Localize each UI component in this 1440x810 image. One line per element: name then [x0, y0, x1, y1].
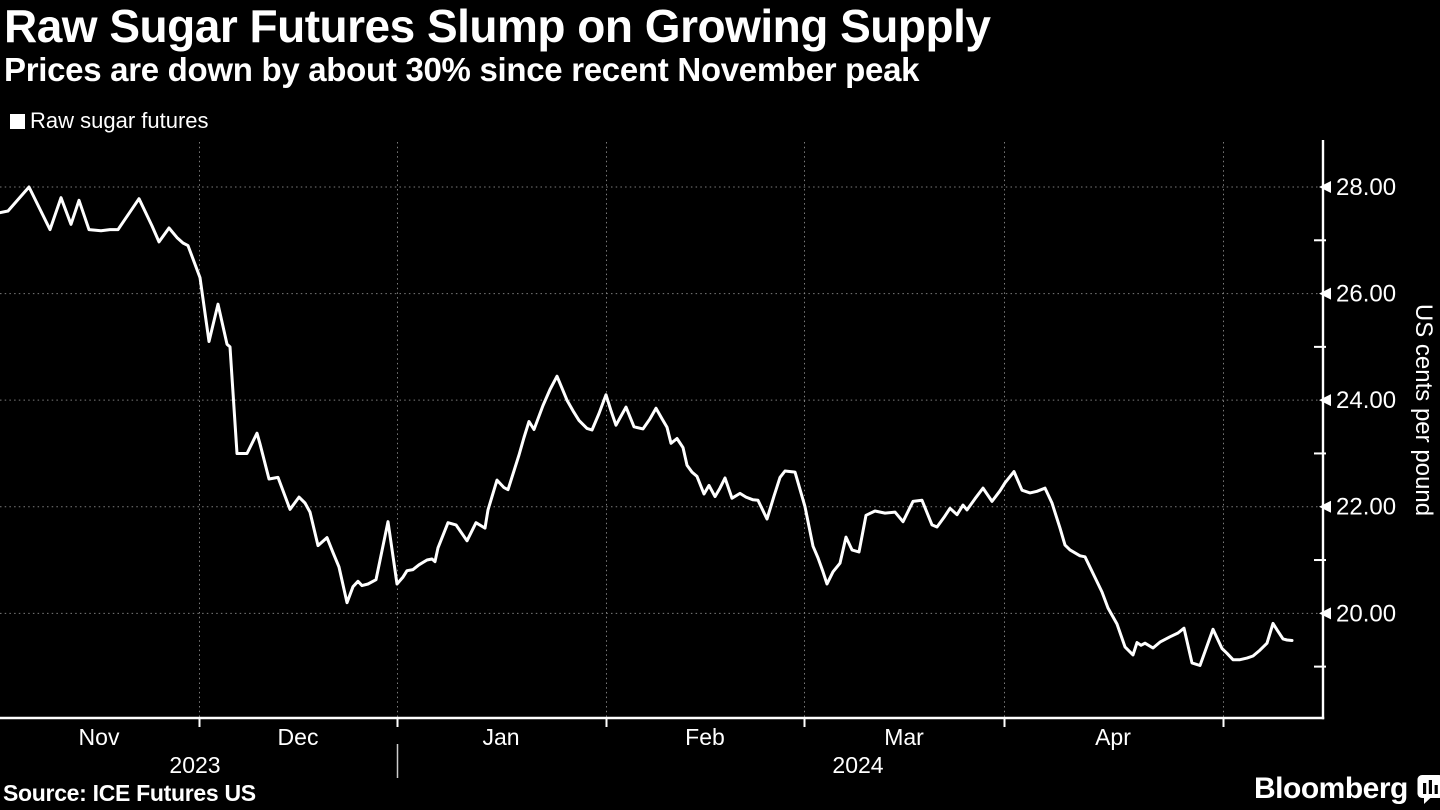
- bloomberg-logo: Bloomberg: [1254, 772, 1440, 806]
- bloomberg-bar-chart-icon: [1417, 775, 1440, 804]
- y-tick-label: 28.00: [1336, 174, 1396, 201]
- chart-subtitle: Prices are down by about 30% since recen…: [4, 51, 920, 88]
- year-label: 2024: [832, 752, 883, 778]
- legend: Raw sugar futures: [10, 110, 209, 132]
- month-label: Mar: [884, 724, 924, 750]
- y-tick-label: 24.00: [1336, 387, 1396, 414]
- y-tick-arrow-icon: [1319, 287, 1331, 300]
- month-label: Nov: [79, 724, 120, 750]
- price-line: [0, 185, 1294, 667]
- bloomberg-wordmark: Bloomberg: [1254, 772, 1408, 805]
- legend-swatch-icon: [10, 113, 25, 129]
- y-axis-title: US cents per pound: [1410, 303, 1437, 517]
- legend-label: Raw sugar futures: [30, 108, 209, 133]
- month-label: Dec: [278, 724, 319, 750]
- y-tick-label: 22.00: [1336, 494, 1396, 521]
- chart-title: Raw Sugar Futures Slump on Growing Suppl…: [4, 0, 991, 52]
- y-tick-label: 26.00: [1336, 281, 1396, 308]
- y-tick-arrow-icon: [1319, 607, 1331, 620]
- source-note: Source: ICE Futures US: [3, 780, 256, 806]
- month-label: Feb: [685, 724, 725, 750]
- month-label: Apr: [1095, 724, 1131, 750]
- y-tick-arrow-icon: [1319, 394, 1331, 407]
- y-tick-arrow-icon: [1319, 500, 1331, 513]
- month-label: Jan: [482, 724, 519, 750]
- year-label: 2023: [169, 752, 220, 778]
- y-tick-label: 20.00: [1336, 600, 1396, 627]
- y-tick-arrow-icon: [1319, 181, 1331, 193]
